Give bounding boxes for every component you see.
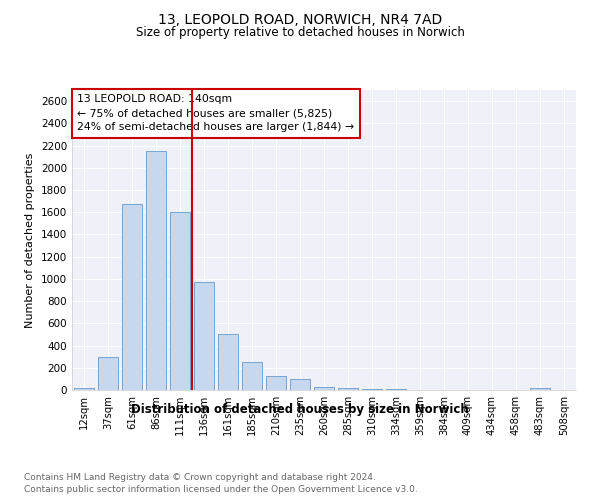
- Text: 13, LEOPOLD ROAD, NORWICH, NR4 7AD: 13, LEOPOLD ROAD, NORWICH, NR4 7AD: [158, 12, 442, 26]
- Text: Size of property relative to detached houses in Norwich: Size of property relative to detached ho…: [136, 26, 464, 39]
- Bar: [146, 151, 166, 390]
- Bar: [122, 204, 142, 390]
- Y-axis label: Number of detached properties: Number of detached properties: [25, 152, 35, 328]
- Bar: [242, 362, 262, 390]
- Text: 13 LEOPOLD ROAD: 140sqm
← 75% of detached houses are smaller (5,825)
24% of semi: 13 LEOPOLD ROAD: 140sqm ← 75% of detache…: [77, 94, 354, 132]
- Bar: [170, 212, 190, 390]
- Bar: [530, 388, 550, 390]
- Bar: [194, 282, 214, 390]
- Bar: [314, 386, 334, 390]
- Bar: [266, 376, 286, 390]
- Text: Distribution of detached houses by size in Norwich: Distribution of detached houses by size …: [131, 402, 469, 415]
- Bar: [218, 334, 238, 390]
- Bar: [290, 379, 310, 390]
- Bar: [362, 389, 382, 390]
- Text: Contains public sector information licensed under the Open Government Licence v3: Contains public sector information licen…: [24, 485, 418, 494]
- Bar: [338, 388, 358, 390]
- Text: Contains HM Land Registry data © Crown copyright and database right 2024.: Contains HM Land Registry data © Crown c…: [24, 472, 376, 482]
- Bar: [74, 388, 94, 390]
- Bar: [98, 356, 118, 390]
